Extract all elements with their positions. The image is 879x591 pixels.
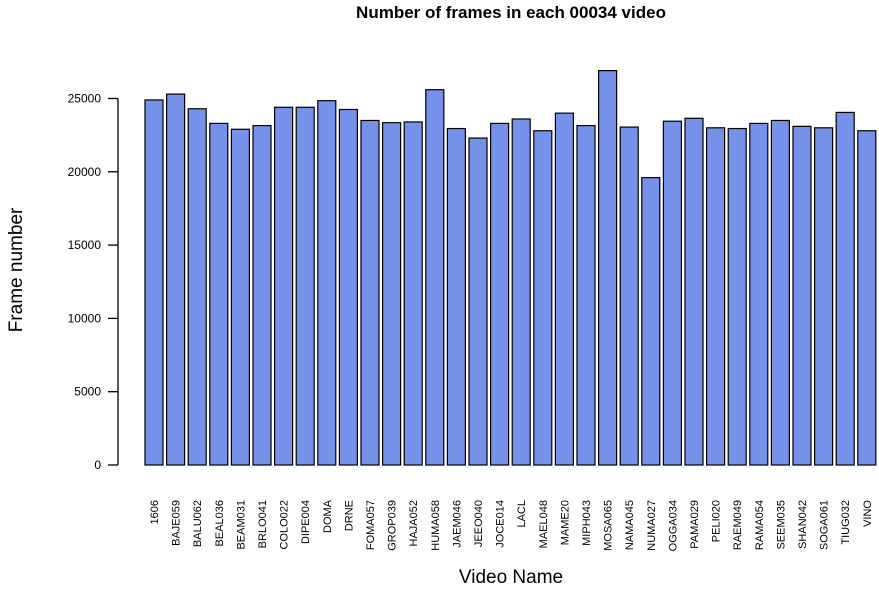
x-tick-label: BALU062 (192, 500, 204, 547)
x-tick-label: MAEL048 (538, 500, 550, 548)
x-tick-label: DOMA (322, 499, 334, 533)
bar-beam031 (230, 128, 250, 466)
x-tick-label: BEAL036 (214, 500, 226, 546)
x-tick-label: RAMA054 (754, 500, 766, 550)
x-tick-label: COLO022 (279, 500, 291, 550)
bar-beal036 (209, 122, 229, 466)
x-tick-label: VINO (862, 500, 874, 527)
bar-lacl (511, 118, 531, 466)
x-tick-label: BRLO041 (257, 500, 269, 548)
bar-soga061 (813, 127, 834, 466)
bars (144, 70, 877, 466)
y-tick-label: 10000 (68, 311, 102, 325)
x-axis-label: Video Name (459, 567, 563, 588)
bar-vino (857, 130, 877, 466)
bar-baje059 (166, 93, 186, 466)
bar-jeeo040 (468, 137, 488, 466)
x-tick-label: MAME20 (559, 500, 571, 545)
bar-haja052 (403, 121, 423, 466)
bar-rama054 (749, 122, 769, 466)
y-axis: 0 5000 10000 15000 20000 25000 (68, 91, 119, 472)
x-tick-label: NUMA027 (646, 500, 658, 551)
x-tick-label: SEEM035 (775, 500, 787, 550)
bar-1606 (144, 99, 164, 466)
x-tick-label: HAJA052 (408, 500, 420, 546)
x-tick-label: SOGA061 (819, 500, 831, 550)
x-tick-label: HUMA058 (430, 500, 442, 551)
x-tick-label: PELI020 (711, 500, 723, 542)
chart-title: Number of frames in each 00034 video (356, 3, 666, 22)
bar-huma058 (425, 89, 445, 466)
bar-seem035 (770, 119, 791, 466)
x-tick-label: RAEM049 (732, 500, 744, 550)
bar-pama029 (684, 117, 704, 466)
x-tick-label: FOMA057 (365, 500, 377, 550)
x-tick-label: DRNE (343, 500, 355, 531)
bar-jaem046 (446, 127, 466, 466)
y-tick-label: 15000 (68, 238, 102, 252)
bar-grop039 (382, 122, 402, 466)
bar-doma (317, 100, 337, 466)
bar-foma057 (360, 119, 380, 466)
x-tick-label: JEEO040 (473, 500, 485, 547)
bar-peli020 (705, 127, 726, 466)
bar-nama045 (619, 126, 639, 466)
x-tick-label: SHAN042 (797, 500, 809, 549)
x-tick-label: NAMA045 (624, 500, 636, 550)
bar-dipe004 (295, 106, 315, 466)
bar-joce014 (490, 122, 510, 466)
bar-mosa065 (597, 70, 618, 466)
x-tick-label: DIPE004 (300, 500, 312, 544)
x-tick-label: MIPH043 (581, 500, 593, 546)
y-axis-label: Frame number (6, 207, 27, 332)
bar-ogga034 (662, 120, 683, 466)
y-tick-label: 0 (94, 458, 101, 472)
x-tick-label: TIUG032 (840, 500, 852, 545)
bar-numa027 (641, 177, 661, 466)
bar-mame20 (554, 112, 575, 466)
x-tick-label: GROP039 (387, 500, 399, 551)
bar-balu062 (187, 108, 207, 466)
bar-tiug032 (835, 111, 855, 466)
x-tick-label: PAMA029 (689, 500, 701, 549)
y-tick-label: 25000 (68, 91, 102, 105)
bar-raem049 (727, 127, 747, 466)
x-tick-label: OGGA034 (667, 500, 679, 551)
x-tick-label: MOSA065 (603, 500, 615, 551)
y-tick-label: 5000 (74, 385, 101, 399)
x-axis-category-labels: 1606 BAJE059 BALU062 BEAL036 BEAM031 BRLO041 C… (149, 499, 874, 551)
x-tick-label: 1606 (149, 500, 161, 524)
bar-colo022 (274, 106, 294, 466)
x-tick-label: BEAM031 (235, 500, 247, 550)
bar-shan042 (792, 125, 812, 466)
bar-brlo041 (252, 125, 272, 466)
bar-miph043 (576, 125, 596, 466)
x-tick-label: JOCE014 (495, 500, 507, 548)
bar-drne (338, 108, 358, 466)
x-tick-label: LACL (516, 500, 528, 528)
bar-mael048 (533, 130, 553, 466)
x-tick-label: JAEM046 (451, 500, 463, 548)
y-tick-label: 20000 (68, 165, 102, 179)
x-tick-label: BAJE059 (171, 500, 183, 546)
